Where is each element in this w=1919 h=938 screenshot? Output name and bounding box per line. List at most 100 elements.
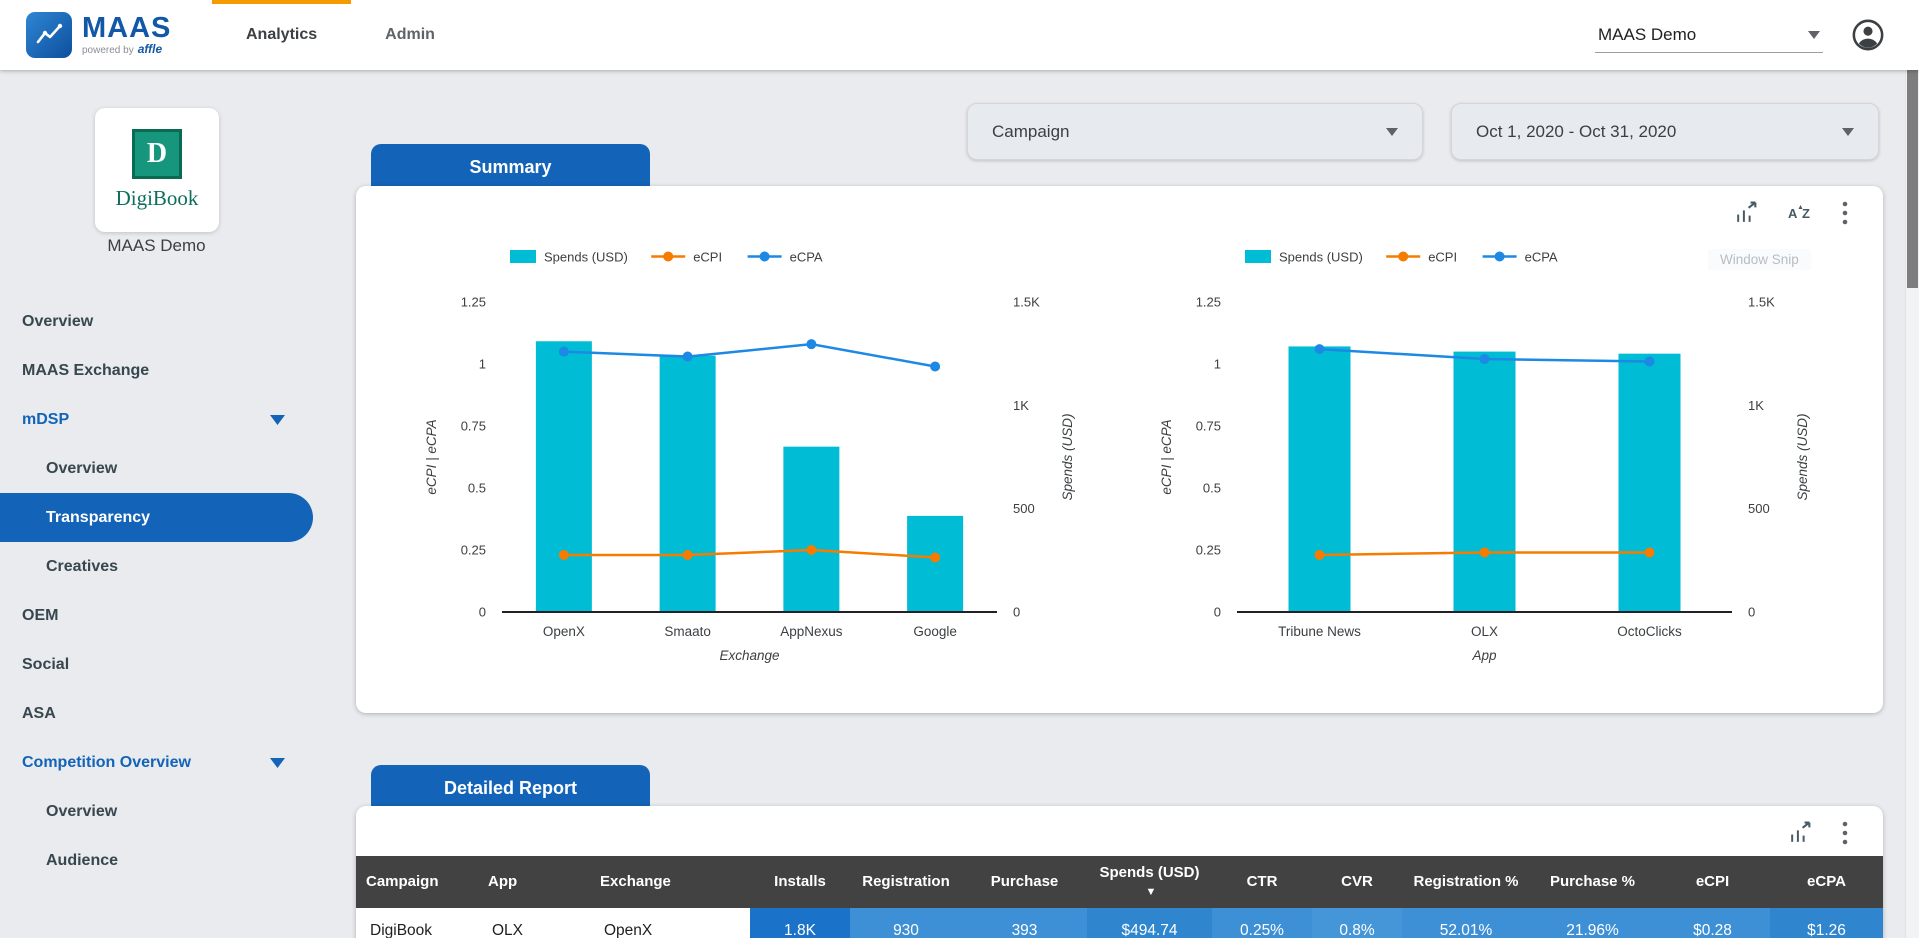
sidebar-item-asa[interactable]: ASA xyxy=(0,689,313,738)
sidebar-item-label: Transparency xyxy=(46,508,151,526)
cell-campaign: DigiBook xyxy=(356,908,478,938)
sidebar-item-competition-overview[interactable]: Competition Overview xyxy=(0,738,313,787)
chart-bar[interactable] xyxy=(1453,351,1516,612)
sidebar-item-label: Overview xyxy=(46,802,118,820)
tick-label: 1.25 xyxy=(1195,295,1220,310)
legend-label: Spends (USD) xyxy=(544,250,628,265)
column-header-exchange[interactable]: Exchange xyxy=(590,856,750,908)
cell-registration: 52.01% xyxy=(1402,908,1530,938)
legend-swatch xyxy=(510,250,537,263)
tab-admin[interactable]: Admin xyxy=(351,0,469,70)
account-selector[interactable]: MAAS Demo xyxy=(1595,18,1823,53)
data-point[interactable] xyxy=(559,549,570,560)
sidebar-item-overview[interactable]: Overview xyxy=(0,444,313,493)
summary-charts: Spends (USD) eCPI eCPA 0 0.25 0.5 0.75 1 1.25 0 50… xyxy=(368,230,1871,695)
sidebar-item-overview[interactable]: Overview xyxy=(0,297,313,346)
category-label: Smaato xyxy=(665,624,712,639)
report-card-toolbar xyxy=(1788,820,1849,846)
column-header-registration[interactable]: Registration % xyxy=(1402,856,1530,908)
cell-exchange: OpenX xyxy=(590,908,750,938)
cell-installs: 1.8K xyxy=(750,908,850,938)
column-header-installs[interactable]: Installs xyxy=(750,856,850,908)
column-header-campaign[interactable]: Campaign xyxy=(356,856,478,908)
chart-export-icon[interactable] xyxy=(1788,821,1813,846)
column-header-ecpi[interactable]: eCPI xyxy=(1655,856,1770,908)
summary-card-toolbar: A Z xyxy=(1734,200,1849,226)
data-point[interactable] xyxy=(806,339,817,350)
sidebar-item-audience[interactable]: Audience xyxy=(0,836,313,885)
column-label: Registration xyxy=(862,873,950,890)
column-header-purchase[interactable]: Purchase % xyxy=(1530,856,1655,908)
data-point[interactable] xyxy=(559,346,570,357)
column-header-purchase[interactable]: Purchase xyxy=(962,856,1087,908)
data-point[interactable] xyxy=(806,545,817,555)
sidebar-item-label: Audience xyxy=(46,851,119,869)
column-label: Spends (USD) xyxy=(1099,864,1200,881)
chart-bar[interactable] xyxy=(659,355,716,612)
chart-line xyxy=(564,342,936,368)
detailed-report-section-tab[interactable]: Detailed Report xyxy=(371,765,650,812)
right-axis-title: Spends (USD) xyxy=(1060,413,1075,500)
detailed-report-tab-label: Detailed Report xyxy=(443,778,578,798)
cell-ecpi: $0.28 xyxy=(1655,908,1770,938)
data-point[interactable] xyxy=(1479,354,1490,365)
dimension-filter-dropdown[interactable]: Campaign xyxy=(967,103,1423,160)
column-label: Purchase % xyxy=(1549,873,1636,890)
data-point[interactable] xyxy=(930,552,941,563)
data-point[interactable] xyxy=(682,351,693,362)
az-sort-icon[interactable]: A Z xyxy=(1787,201,1813,225)
chart-export-icon[interactable] xyxy=(1734,201,1759,226)
sidebar-item-transparency[interactable]: Transparency xyxy=(0,493,313,542)
tick-label: 0.75 xyxy=(1195,419,1220,434)
table-row[interactable]: DigiBook OLX OpenX 1.8K 930 393 $494.74 0.25% 0.… xyxy=(356,908,1883,938)
column-header-ctr[interactable]: CTR xyxy=(1212,856,1312,908)
legend-label: eCPI xyxy=(694,250,723,265)
kebab-menu-icon[interactable] xyxy=(1841,200,1849,226)
data-point[interactable] xyxy=(1479,547,1490,558)
chart-bar[interactable] xyxy=(907,515,964,612)
column-header-cvr[interactable]: CVR xyxy=(1312,856,1402,908)
x-axis-title: App xyxy=(1471,648,1497,663)
data-point[interactable] xyxy=(930,361,941,372)
digibook-logo-letter: D xyxy=(132,129,182,179)
tab-analytics[interactable]: Analytics xyxy=(212,0,352,70)
column-header-ecpa[interactable]: eCPA xyxy=(1770,856,1883,908)
category-label: OLX xyxy=(1471,624,1498,639)
summary-section-tab[interactable]: Summary xyxy=(371,144,650,191)
scrollbar-thumb[interactable] xyxy=(1907,70,1918,288)
svg-text:A: A xyxy=(1788,206,1798,221)
vertical-scrollbar[interactable] xyxy=(1905,70,1919,938)
sidebar-item-social[interactable]: Social xyxy=(0,640,313,689)
sidebar-item-maas-exchange[interactable]: MAAS Exchange xyxy=(0,346,313,395)
column-header-app[interactable]: App xyxy=(478,856,590,908)
category-label: AppNexus xyxy=(781,624,844,639)
data-point[interactable] xyxy=(682,549,693,560)
data-point[interactable] xyxy=(1314,344,1325,355)
legend-dot xyxy=(759,251,770,262)
sidebar-item-mdsp[interactable]: mDSP xyxy=(0,395,313,444)
sidebar-item-oem[interactable]: OEM xyxy=(0,591,313,640)
chart-bar[interactable] xyxy=(783,446,840,612)
tick-label: 0.5 xyxy=(468,481,486,496)
sidebar-item-creatives[interactable]: Creatives xyxy=(0,542,313,591)
app-chart: Spends (USD) eCPI eCPA 0 0.25 0.5 0.75 1 1.25 0 50… xyxy=(1137,230,1837,695)
header-right: MAAS Demo xyxy=(1595,18,1919,53)
column-label: Campaign xyxy=(366,873,439,890)
maas-logo-icon xyxy=(26,12,72,58)
chart-bar[interactable] xyxy=(1618,353,1681,612)
column-label: CVR xyxy=(1341,873,1373,890)
sidebar-item-overview[interactable]: Overview xyxy=(0,787,313,836)
chart-bar[interactable] xyxy=(536,341,593,612)
data-point[interactable] xyxy=(1314,549,1325,560)
chart-bar[interactable] xyxy=(1288,346,1351,612)
data-point[interactable] xyxy=(1644,547,1655,558)
column-header-registration[interactable]: Registration xyxy=(850,856,962,908)
header-tabs: Analytics Admin xyxy=(212,0,469,70)
column-header-spends-usd[interactable]: Spends (USD) ▼ xyxy=(1087,856,1212,908)
chevron-down-icon xyxy=(270,414,285,425)
kebab-menu-icon[interactable] xyxy=(1841,820,1849,846)
account-circle-icon[interactable] xyxy=(1851,18,1885,52)
tick-label: 0 xyxy=(479,605,486,620)
date-range-dropdown[interactable]: Oct 1, 2020 - Oct 31, 2020 xyxy=(1451,103,1879,160)
data-point[interactable] xyxy=(1644,356,1655,367)
